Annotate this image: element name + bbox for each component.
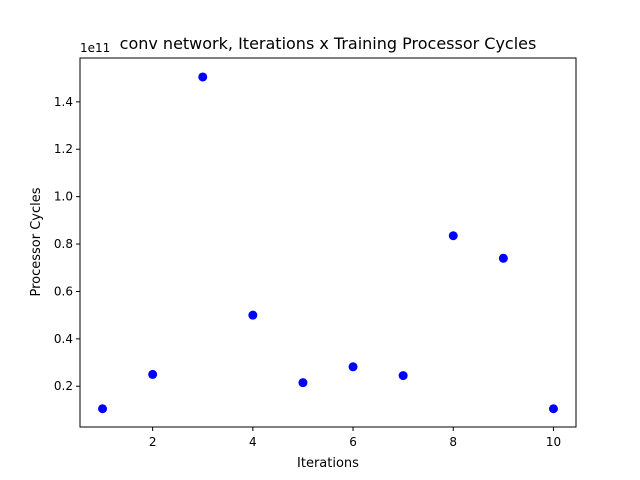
x-tick-label: 8: [449, 435, 457, 449]
data-point: [148, 369, 158, 379]
data-point: [498, 253, 508, 263]
x-axis-ticks: 2 4 6 8 10: [149, 427, 561, 449]
chart-title: conv network, Iterations x Training Proc…: [120, 34, 537, 53]
y-tick-label: 0.4: [54, 332, 73, 346]
y-tick-label: 1.4: [54, 95, 73, 109]
data-point: [448, 231, 458, 241]
data-point: [398, 371, 408, 381]
y-tick-label: 0.8: [54, 237, 73, 251]
y-axis-label: Processor Cycles: [29, 187, 44, 296]
y-tick-label: 0.6: [54, 284, 73, 298]
data-point: [98, 404, 108, 414]
y-tick-label: 1.2: [54, 142, 73, 156]
x-axis-label: Iterations: [297, 456, 359, 471]
y-tick-label: 1.0: [54, 190, 73, 204]
x-tick-label: 2: [149, 435, 157, 449]
x-tick-label: 10: [546, 435, 561, 449]
data-point: [548, 404, 558, 414]
x-tick-label: 4: [249, 435, 257, 449]
data-points: [98, 72, 558, 414]
data-point: [198, 72, 208, 82]
y-axis-ticks: 0.2 0.4 0.6 0.8 1.0 1.2 1.4: [54, 95, 80, 393]
data-point: [348, 362, 358, 372]
y-offset-label: 1e11: [80, 41, 110, 55]
y-tick-label: 0.2: [54, 379, 73, 393]
data-point: [298, 378, 308, 388]
plot-area: [79, 57, 577, 428]
data-point: [248, 310, 258, 320]
x-tick-label: 6: [349, 435, 357, 449]
